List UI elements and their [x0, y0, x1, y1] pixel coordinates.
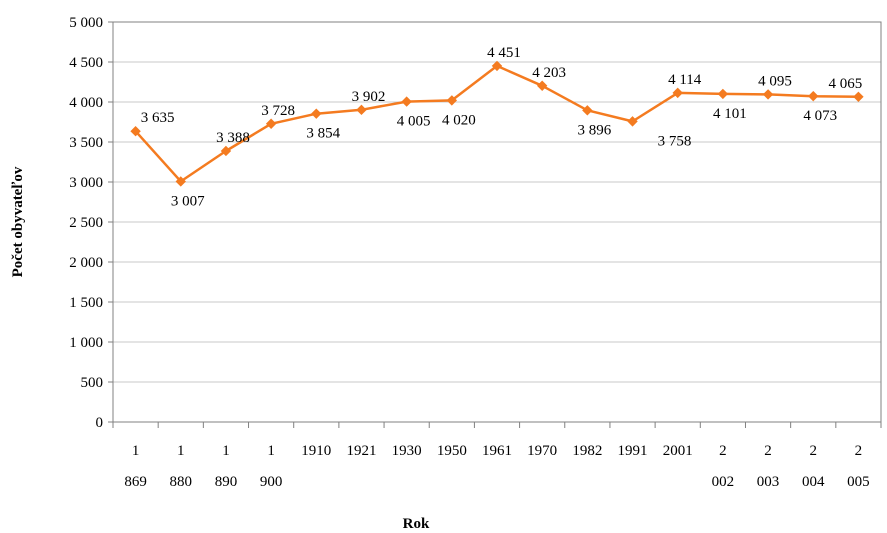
- data-label: 4 073: [803, 108, 837, 124]
- data-label: 3 728: [261, 103, 295, 119]
- y-tick-label: 500: [81, 375, 104, 391]
- data-point: [311, 108, 322, 119]
- y-tick-label: 0: [96, 415, 104, 431]
- data-point: [582, 105, 593, 116]
- data-point: [265, 118, 277, 129]
- data-label: 3 896: [577, 122, 611, 138]
- x-tick-label: 1930: [392, 443, 422, 459]
- data-point: [853, 91, 864, 103]
- y-axis-title: Počet obyvateľov: [10, 166, 26, 277]
- data-label: 3 007: [171, 193, 205, 209]
- y-tick-label: 2 500: [69, 215, 103, 231]
- data-point: [446, 95, 458, 106]
- data-label: 4 101: [713, 106, 747, 122]
- plot-area-border: [112, 21, 882, 423]
- x-tick-label: 1921: [346, 443, 376, 459]
- y-tick-label: 1 500: [69, 295, 103, 311]
- x-tick-label: 2 003: [757, 443, 780, 490]
- x-tick-label: 1970: [527, 443, 557, 459]
- y-tick-label: 2 000: [69, 255, 103, 271]
- data-point: [220, 145, 232, 157]
- x-axis-title: Rok: [403, 516, 430, 532]
- data-label: 3 902: [352, 89, 386, 105]
- x-tick-label: 2 002: [712, 443, 735, 490]
- data-label: 3 854: [306, 126, 340, 142]
- x-tick-label: 1991: [618, 443, 648, 459]
- y-tick-label: 4 500: [69, 55, 103, 71]
- y-tick-label: 1 000: [69, 335, 103, 351]
- x-tick-label: 2001: [663, 443, 693, 459]
- data-label: 4 114: [668, 72, 702, 88]
- data-point: [672, 87, 683, 99]
- data-label: 4 005: [397, 114, 431, 130]
- x-tick-label: 1 890: [215, 443, 238, 490]
- data-point: [356, 104, 367, 116]
- x-tick-label: 1961: [482, 443, 512, 459]
- data-markers: [130, 60, 864, 187]
- data-label: 4 065: [829, 76, 863, 92]
- data-point: [627, 116, 638, 127]
- data-label: 4 203: [532, 65, 566, 81]
- data-label: 4 451: [487, 45, 521, 61]
- y-tick-label: 3 500: [69, 135, 103, 151]
- data-label: 3 635: [141, 110, 175, 126]
- y-tick-label: 3 000: [69, 175, 103, 191]
- data-label: 3 758: [658, 133, 692, 149]
- data-label: 4 095: [758, 73, 792, 89]
- data-point: [762, 89, 774, 100]
- data-label: 4 020: [442, 112, 476, 128]
- x-axis-ticks: 1 869 1 880 1 890 1 900 1910 1921 1930 1950 1961 1970…: [112, 422, 882, 490]
- data-point: [808, 90, 819, 102]
- x-tick-label: 1982: [572, 443, 602, 459]
- series-line: [134, 64, 859, 183]
- data-point: [175, 176, 186, 187]
- x-tick-label: 1910: [301, 443, 331, 459]
- x-tick-label: 1 900: [260, 443, 283, 490]
- data-point: [491, 60, 503, 72]
- x-tick-label: 1 869: [124, 443, 147, 490]
- y-axis-ticks: 0 500 1 000 1 500 2 000 2 500 3 000 3 500 4 000 4…: [69, 15, 113, 431]
- x-tick-label: 2 005: [847, 443, 870, 490]
- y-tick-label: 4 000: [69, 95, 103, 111]
- data-point: [717, 88, 729, 100]
- x-tick-label: 1 880: [170, 443, 193, 490]
- y-tick-label: 5 000: [69, 15, 103, 31]
- data-point: [130, 125, 141, 137]
- x-tick-label: 1950: [437, 443, 467, 459]
- data-labels: 3 635 3 007 3 388 3 728 3 854 3 902 4 005 4 020…: [141, 45, 863, 210]
- data-label: 3 388: [216, 130, 250, 146]
- x-tick-label: 2 004: [802, 443, 825, 490]
- data-point: [401, 96, 412, 107]
- data-point: [536, 80, 548, 91]
